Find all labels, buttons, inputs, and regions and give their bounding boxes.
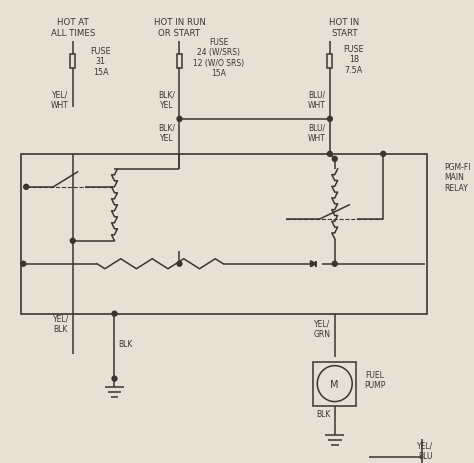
Circle shape bbox=[70, 239, 75, 244]
Bar bbox=[70, 55, 75, 69]
Text: BLK: BLK bbox=[118, 339, 133, 348]
Bar bbox=[177, 55, 182, 69]
Text: YEL/
BLU: YEL/ BLU bbox=[417, 441, 433, 460]
Bar bbox=[21, 155, 427, 314]
Circle shape bbox=[381, 152, 386, 157]
Circle shape bbox=[177, 262, 182, 267]
Text: HOT IN RUN
OR START: HOT IN RUN OR START bbox=[154, 18, 205, 38]
Circle shape bbox=[24, 185, 28, 190]
Text: BLU/
WHT: BLU/ WHT bbox=[308, 90, 326, 109]
Text: FUSE
24 (W/SRS)
12 (W/O SRS)
15A: FUSE 24 (W/SRS) 12 (W/O SRS) 15A bbox=[193, 38, 244, 78]
Text: HOT AT
ALL TIMES: HOT AT ALL TIMES bbox=[51, 18, 95, 38]
Polygon shape bbox=[310, 261, 316, 267]
Circle shape bbox=[112, 376, 117, 382]
Text: BLU/
WHT: BLU/ WHT bbox=[308, 123, 326, 142]
Circle shape bbox=[328, 117, 332, 122]
Circle shape bbox=[112, 312, 117, 317]
Circle shape bbox=[332, 262, 337, 267]
Text: PGM-FI
MAIN
RELAY: PGM-FI MAIN RELAY bbox=[445, 163, 471, 192]
Bar bbox=[313, 362, 356, 406]
Text: FUSE
31
15A: FUSE 31 15A bbox=[90, 47, 111, 77]
Text: FUSE
18
7.5A: FUSE 18 7.5A bbox=[344, 45, 364, 75]
Text: FUEL
PUMP: FUEL PUMP bbox=[364, 370, 385, 389]
Text: BLK: BLK bbox=[317, 409, 331, 418]
Circle shape bbox=[21, 262, 26, 267]
Bar bbox=[328, 55, 332, 69]
Circle shape bbox=[177, 117, 182, 122]
Text: BLK/
YEL: BLK/ YEL bbox=[159, 90, 175, 109]
Circle shape bbox=[328, 152, 332, 157]
Text: YEL/
BLK: YEL/ BLK bbox=[53, 314, 69, 334]
Text: YEL/
WHT: YEL/ WHT bbox=[51, 90, 69, 109]
Text: HOT IN
START: HOT IN START bbox=[329, 18, 360, 38]
Text: YEL/
GRN: YEL/ GRN bbox=[314, 319, 331, 338]
Text: M: M bbox=[330, 379, 339, 389]
Text: BLK/
YEL: BLK/ YEL bbox=[159, 123, 175, 142]
Circle shape bbox=[332, 157, 337, 162]
